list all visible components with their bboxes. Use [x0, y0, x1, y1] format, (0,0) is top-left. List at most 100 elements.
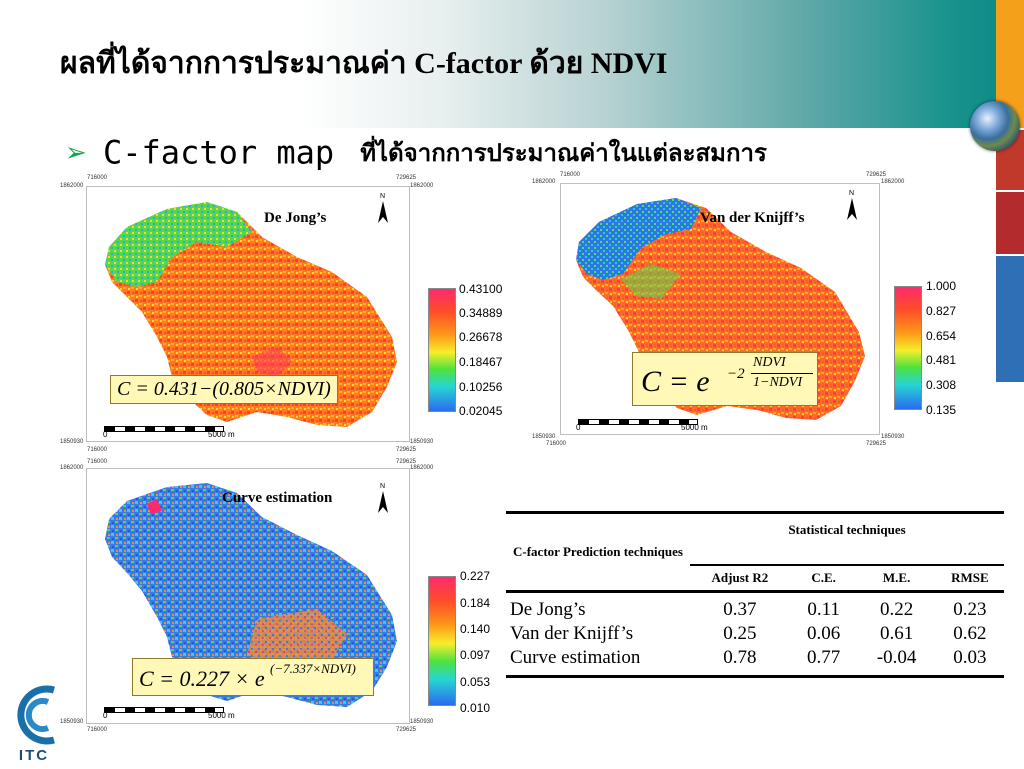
map-title: Van der Knijff’s	[700, 210, 805, 226]
value-cell: 0.25	[723, 623, 757, 644]
formula-exponent-numerator: NDVI	[753, 355, 786, 370]
formula-text: C = 0.431−(0.805×NDVI)	[117, 378, 331, 400]
coord-label: 729625	[396, 447, 417, 453]
coord-label: 1850930	[881, 434, 905, 440]
value-cell: 0.37	[723, 599, 757, 620]
legend-value: 0.18467	[459, 355, 503, 369]
column-header: M.E.	[857, 564, 936, 592]
legend-value: 0.135	[926, 403, 957, 417]
coord-label: 1850930	[60, 439, 84, 445]
formula-curve-estimation: C = 0.227 × e (−7.337×NDVI)	[132, 658, 374, 696]
legend-value: 0.10256	[459, 380, 503, 394]
legend-value: 0.227	[460, 569, 491, 583]
north-arrow-icon: N	[847, 190, 857, 220]
group-header-cell: Statistical techniques	[788, 522, 906, 537]
itc-logo-text: ITC	[19, 747, 49, 764]
scale-start-label: 0	[576, 423, 581, 432]
coord-label: 1850930	[532, 434, 556, 440]
c-factor-map-de-jong	[105, 202, 397, 427]
coord-label: 1862000	[532, 179, 556, 185]
legend-value: 0.140	[460, 622, 491, 636]
column-header: C.E.	[789, 564, 858, 592]
legend-value: 0.097	[460, 648, 491, 662]
statistics-table: C-factor Prediction techniques Statistic…	[506, 511, 1004, 678]
legend-value: 1.000	[926, 279, 957, 293]
map-title: Curve estimation	[222, 490, 333, 506]
method-cell: Curve estimation	[510, 647, 641, 668]
north-label: N	[380, 193, 385, 200]
coord-label: 716000	[87, 459, 108, 465]
scale-end-label: 5000 m	[208, 430, 235, 439]
coord-label: 1862000	[881, 179, 905, 185]
legend-value: 0.827	[926, 304, 957, 318]
scale-bar	[104, 426, 224, 432]
formula-de-jong: C = 0.431−(0.805×NDVI)	[110, 375, 338, 404]
north-label: N	[380, 483, 385, 490]
itc-logo-mark: ITC	[17, 685, 55, 764]
legend-value: 0.43100	[459, 282, 503, 296]
table-row: Van der Knijff’s 0.25 0.06 0.61 0.62	[506, 622, 1004, 646]
legend-color-ramp	[428, 576, 456, 706]
value-cell: 0.03	[953, 647, 987, 668]
value-cell: 0.78	[723, 647, 757, 668]
bullet-main-text: C-factor map	[103, 133, 335, 172]
coord-label: 716000	[87, 175, 108, 181]
c-factor-map-curve-estimation	[105, 483, 397, 707]
map-title: De Jong’s	[264, 210, 327, 226]
north-label: N	[849, 190, 854, 197]
legend-value: 0.02045	[459, 404, 503, 418]
coord-label: 1850930	[410, 719, 434, 725]
legend-value: 0.26678	[459, 330, 503, 344]
legend-value: 0.654	[926, 329, 957, 343]
scale-bar	[578, 419, 698, 425]
north-arrow-icon: N	[378, 483, 388, 513]
coord-label: 1862000	[410, 183, 434, 189]
legend-value: 0.481	[926, 353, 957, 367]
coord-label: 1850930	[410, 439, 434, 445]
value-cell: -0.04	[876, 647, 917, 668]
coord-label: 716000	[560, 172, 581, 178]
table-header-row: C-factor Prediction techniques Statistic…	[506, 512, 1004, 566]
value-cell: 0.23	[953, 599, 987, 620]
scale-end-label: 5000 m	[208, 711, 235, 720]
coord-label: 729625	[396, 175, 417, 181]
column-header: RMSE	[935, 564, 1004, 592]
coord-label: 716000	[87, 447, 108, 453]
coord-label: 716000	[546, 441, 567, 447]
table-subheader-row: Adjust R2 C.E. M.E. RMSE	[506, 564, 1004, 592]
itc-logo: ITC	[6, 680, 62, 764]
title-banner	[0, 0, 1000, 128]
coord-label: 729625	[396, 727, 417, 733]
formula-exponent: (−7.337×NDVI)	[270, 661, 356, 676]
slide-title: ผลที่ได้จากการประมาณค่า C-factor ด้วย ND…	[60, 47, 668, 80]
coord-label: 1850930	[60, 719, 84, 725]
coord-label: 729625	[866, 441, 887, 447]
legend-color-ramp	[428, 288, 456, 412]
coord-label: 729625	[866, 172, 887, 178]
table-row: De Jong’s 0.37 0.11 0.22 0.23	[506, 591, 1004, 623]
coord-label: 1862000	[60, 465, 84, 471]
value-cell: 0.06	[807, 623, 841, 644]
column-header: Adjust R2	[690, 564, 790, 592]
coord-label: 716000	[87, 727, 108, 733]
north-arrow-icon: N	[378, 193, 388, 223]
legend-value: 0.308	[926, 378, 957, 392]
formula-base: C = e	[641, 365, 710, 398]
bullet-item: ➢ C-factor map ที่ได้จากการประมาณค่าในแต…	[65, 133, 767, 172]
scale-start-label: 0	[103, 430, 108, 439]
accent-bar-blue	[996, 256, 1024, 382]
value-cell: 0.77	[807, 647, 841, 668]
method-cell: Van der Knijff’s	[510, 623, 634, 644]
coord-label: 1862000	[410, 465, 434, 471]
statistics-table-grid: C-factor Prediction techniques Statistic…	[506, 511, 1004, 678]
bullet-sub-text: ที่ได้จากการประมาณค่าในแต่ละสมการ	[360, 141, 767, 167]
formula-exponent-denominator: 1−NDVI	[753, 375, 803, 390]
table-row: Curve estimation 0.78 0.77 -0.04 0.03	[506, 646, 1004, 677]
formula-base: C = 0.227 × e	[139, 666, 265, 691]
scale-start-label: 0	[103, 711, 108, 720]
legend-value: 0.010	[460, 701, 491, 715]
value-cell: 0.62	[953, 623, 987, 644]
accent-bar-red-2	[996, 192, 1024, 254]
bullet-arrow-icon: ➢	[65, 137, 87, 168]
scale-bar	[104, 707, 224, 713]
